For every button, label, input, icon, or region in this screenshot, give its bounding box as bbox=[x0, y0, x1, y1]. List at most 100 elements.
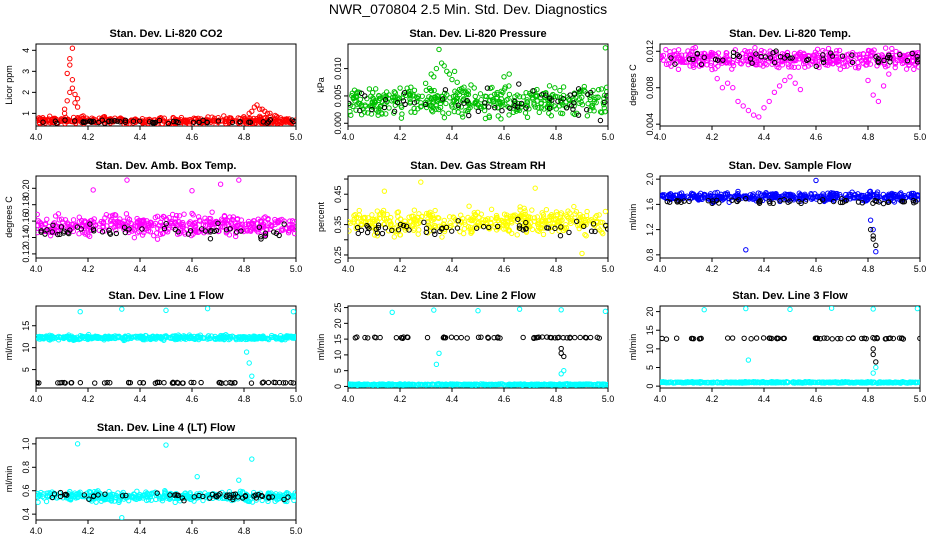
data-point bbox=[758, 47, 765, 54]
data-point bbox=[126, 492, 132, 499]
data-point bbox=[788, 193, 794, 199]
data-point bbox=[47, 335, 54, 342]
data-point bbox=[486, 113, 492, 119]
data-point bbox=[836, 57, 842, 64]
data-point bbox=[734, 198, 740, 204]
data-point bbox=[139, 232, 146, 238]
x-tick-label: 5.0 bbox=[914, 394, 927, 404]
x-tick-label: 4.0 bbox=[30, 394, 43, 404]
data-point bbox=[260, 335, 266, 342]
data-point bbox=[868, 48, 875, 54]
data-point bbox=[90, 187, 96, 193]
data-point bbox=[290, 309, 296, 315]
data-point bbox=[180, 380, 186, 386]
data-point bbox=[408, 109, 414, 115]
data-point bbox=[96, 334, 102, 341]
data-point bbox=[771, 59, 778, 66]
data-point bbox=[813, 177, 819, 184]
data-point bbox=[356, 207, 362, 214]
data-point bbox=[172, 335, 179, 341]
data-point bbox=[36, 380, 40, 386]
data-point bbox=[685, 194, 692, 201]
data-point bbox=[789, 55, 795, 61]
data-point bbox=[772, 379, 778, 386]
data-point bbox=[736, 53, 742, 60]
x-tick-label: 4.4 bbox=[758, 264, 771, 274]
data-point bbox=[354, 224, 361, 231]
data-point bbox=[400, 222, 407, 229]
data-point bbox=[411, 100, 418, 106]
data-point bbox=[389, 227, 395, 234]
data-point bbox=[381, 104, 388, 111]
data-point bbox=[738, 379, 745, 385]
data-points bbox=[36, 177, 296, 242]
data-point bbox=[603, 222, 608, 229]
data-point bbox=[813, 59, 819, 66]
plot-frame bbox=[659, 43, 921, 127]
data-point bbox=[844, 194, 850, 201]
data-point bbox=[743, 52, 749, 58]
data-point bbox=[816, 64, 822, 71]
data-point bbox=[142, 332, 149, 339]
data-point bbox=[473, 212, 479, 218]
data-point bbox=[37, 219, 43, 225]
data-point bbox=[904, 57, 911, 64]
data-point bbox=[253, 225, 259, 232]
data-point bbox=[699, 196, 705, 202]
data-point bbox=[568, 220, 574, 227]
data-point bbox=[575, 112, 582, 118]
data-point bbox=[537, 226, 544, 232]
data-point bbox=[66, 230, 72, 237]
data-point bbox=[845, 335, 852, 342]
data-point bbox=[265, 216, 271, 223]
data-point bbox=[432, 207, 438, 214]
data-point bbox=[164, 229, 171, 235]
data-point bbox=[55, 231, 61, 238]
panel-title: Stan. Dev. Line 2 Flow bbox=[420, 290, 536, 302]
data-point bbox=[881, 57, 887, 64]
data-point bbox=[880, 200, 887, 207]
data-point bbox=[917, 335, 920, 342]
y-tick-label: 3 bbox=[21, 69, 31, 74]
x-tick-label: 4.2 bbox=[394, 394, 407, 404]
data-point bbox=[490, 99, 496, 105]
data-point bbox=[379, 381, 385, 387]
data-point bbox=[122, 119, 129, 125]
data-point bbox=[762, 195, 769, 201]
data-point bbox=[916, 64, 920, 70]
data-point bbox=[449, 76, 455, 83]
data-point bbox=[62, 380, 68, 386]
data-point bbox=[808, 194, 814, 200]
data-point bbox=[401, 89, 408, 96]
data-point bbox=[692, 379, 698, 385]
x-tick-label: 4.0 bbox=[30, 264, 43, 274]
data-point bbox=[348, 381, 353, 388]
data-point bbox=[433, 361, 440, 368]
x-tick-label: 4.6 bbox=[810, 264, 823, 274]
data-point bbox=[597, 219, 604, 225]
data-point bbox=[65, 118, 71, 125]
data-point bbox=[508, 382, 515, 388]
data-point bbox=[278, 337, 285, 343]
data-point bbox=[898, 335, 905, 342]
data-point bbox=[421, 219, 427, 226]
data-point bbox=[245, 218, 252, 225]
data-point bbox=[821, 335, 827, 341]
data-point bbox=[671, 48, 678, 54]
data-point bbox=[394, 99, 401, 106]
data-point bbox=[891, 199, 898, 205]
data-point bbox=[397, 85, 403, 91]
data-point bbox=[454, 225, 461, 231]
data-point bbox=[515, 104, 521, 110]
data-point bbox=[533, 92, 540, 98]
data-point bbox=[43, 498, 50, 505]
data-point bbox=[548, 113, 555, 119]
data-point bbox=[148, 219, 154, 226]
data-point bbox=[546, 83, 553, 89]
data-point bbox=[495, 217, 502, 224]
data-point bbox=[535, 105, 541, 111]
data-point bbox=[439, 225, 445, 231]
data-point bbox=[475, 108, 482, 115]
data-point bbox=[564, 213, 570, 220]
data-point bbox=[675, 66, 682, 72]
